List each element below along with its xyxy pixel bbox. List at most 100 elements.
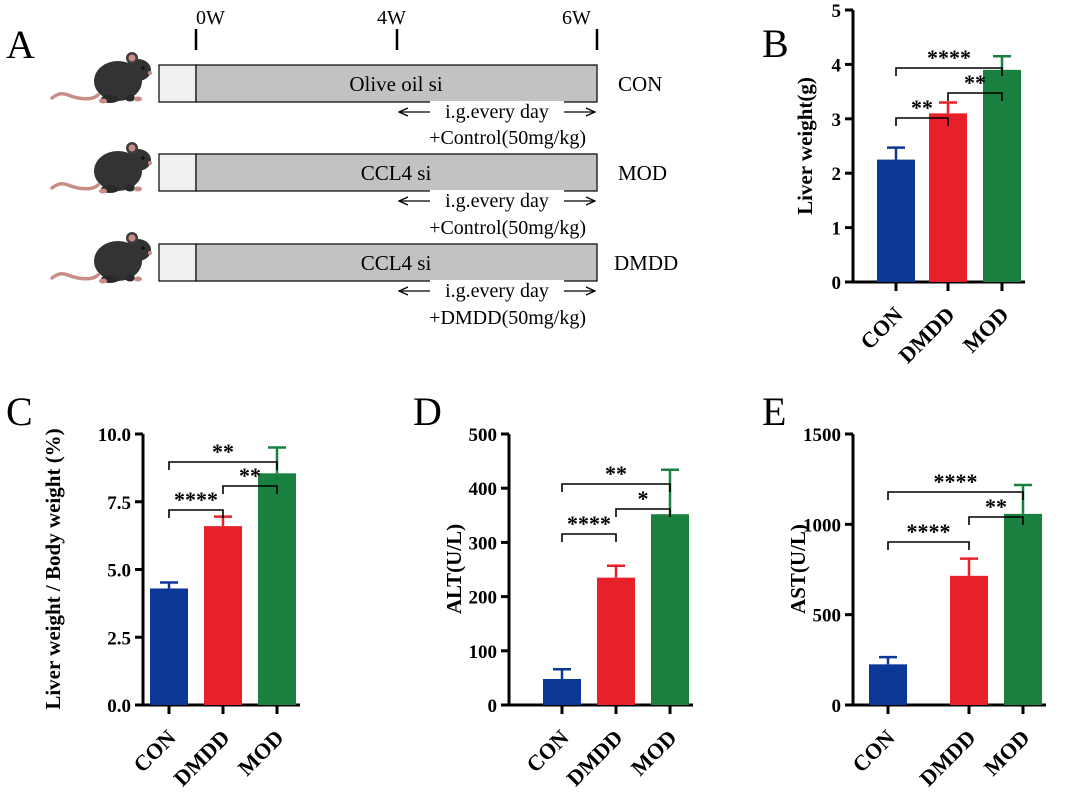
dosing-schedule: i.g.every day — [445, 101, 549, 123]
significance-label: **** — [907, 519, 951, 544]
significance-bracket: * — [615, 486, 671, 517]
bracket-line — [947, 92, 1003, 101]
bar-mod — [1004, 513, 1042, 705]
treatment-bar — [195, 153, 598, 192]
treatment-bar — [195, 243, 598, 282]
y-tick-label: 4 — [832, 55, 842, 76]
timepoint-4w: 4W — [377, 7, 406, 29]
category-label-dmdd: DMDD — [168, 725, 234, 791]
arrow-label-bg — [430, 190, 564, 212]
mouse-icon — [50, 140, 154, 196]
group-label: CON — [618, 72, 662, 96]
treatment-bar-label: CCL4 si — [361, 161, 432, 185]
y-tick-label: 100 — [469, 642, 498, 663]
bracket-line — [222, 485, 278, 494]
bracket-line — [615, 508, 671, 517]
significance-label: **** — [174, 487, 218, 512]
bar-dmdd — [929, 113, 967, 282]
treatment-bar — [195, 64, 598, 103]
panel-letter-d: D — [413, 389, 442, 434]
y-tick-label: 5.0 — [107, 561, 131, 582]
significance-bracket: **** — [887, 519, 970, 550]
timeline: 0W 4W 6W — [194, 7, 599, 50]
bar-mod — [983, 69, 1021, 282]
bracket-line — [561, 533, 617, 542]
significance-bracket: ** — [895, 95, 949, 126]
treatment-bar-label: CCL4 si — [361, 251, 432, 275]
significance-bracket: ** — [561, 461, 671, 492]
group-row-dmdd: CCL4 si DMDD i.g.every day +DMDD(50mg/kg… — [50, 230, 678, 329]
significance-label: ** — [964, 70, 986, 95]
mouse-icon — [50, 230, 154, 286]
y-tick-label: 2.5 — [107, 628, 131, 649]
bar-con — [877, 159, 915, 282]
y-tick-label: 1000 — [803, 515, 841, 536]
y-tick-label: 400 — [469, 479, 498, 500]
category-label-mod: MOD — [626, 725, 682, 781]
y-tick-label: 2 — [832, 164, 842, 185]
y-tick-label: 10.0 — [98, 425, 131, 446]
y-tick-label: 0 — [832, 273, 842, 294]
y-axis-label: ALT(U/L) — [442, 524, 466, 614]
acclimation-box — [158, 64, 197, 103]
significance-bracket: ** — [968, 494, 1024, 525]
dosing-compound: +Control(50mg/kg) — [429, 127, 586, 149]
bracket-line — [168, 509, 224, 518]
category-label-con: CON — [847, 725, 899, 777]
panel-letter-e: E — [762, 389, 786, 434]
panel-letter-c: C — [6, 389, 33, 434]
timepoint-6w: 6W — [562, 7, 591, 29]
bracket-line — [968, 516, 1024, 525]
treatment-bar-label: Olive oil si — [349, 72, 442, 96]
y-tick-label: 1 — [832, 219, 842, 240]
y-tick-label: 200 — [469, 588, 498, 609]
y-tick-label: 0 — [488, 696, 498, 717]
chart-d: D0100200300400500ALT(U/L)CONDMDDMOD*****… — [413, 389, 693, 791]
y-axis-label: Liver weight(g) — [793, 77, 817, 215]
y-tick-label: 0 — [832, 696, 842, 717]
dosing-compound: +DMDD(50mg/kg) — [429, 307, 586, 329]
y-axis-label: AST(U/L) — [786, 524, 810, 614]
y-tick-label: 0.0 — [107, 696, 131, 717]
significance-bracket: ** — [168, 439, 278, 470]
acclimation-box — [158, 243, 197, 282]
significance-label: * — [638, 486, 649, 511]
dosing-compound: +Control(50mg/kg) — [429, 217, 586, 239]
category-label-mod: MOD — [958, 302, 1014, 358]
y-tick-label: 500 — [469, 425, 498, 446]
bar-mod — [258, 473, 296, 705]
significance-bracket: ** — [222, 463, 278, 494]
bracket-line — [895, 67, 1003, 76]
category-label-dmdd: DMDD — [893, 302, 959, 368]
panel-letter-a: A — [6, 22, 35, 67]
significance-label: ** — [212, 439, 234, 464]
arrow-label-bg — [430, 280, 564, 302]
panel-a: A 0W 4W 6W Olive oil si CON i.g.every da… — [6, 7, 678, 329]
group-row-mod: CCL4 si MOD i.g.every day +Control(50mg/… — [50, 140, 667, 239]
category-label-mod: MOD — [233, 725, 289, 781]
significance-label: ** — [239, 463, 261, 488]
bar-con — [150, 588, 188, 705]
mouse-icon — [50, 50, 154, 106]
dosing-schedule: i.g.every day — [445, 190, 549, 212]
timepoint-0w: 0W — [196, 7, 225, 29]
bar-dmdd — [597, 577, 635, 705]
y-tick-label: 7.5 — [107, 493, 131, 514]
bracket-line — [887, 541, 970, 550]
group-label: DMDD — [614, 251, 678, 275]
group-row-con: Olive oil si CON i.g.every day +Control(… — [50, 50, 662, 149]
significance-label: **** — [567, 511, 611, 536]
significance-label: ** — [605, 461, 627, 486]
chart-c: C 0.0 2.5 5.0 7.5 10.0 Liver weight / Body wei… — [6, 389, 300, 791]
category-label-dmdd: DMDD — [561, 725, 627, 791]
y-tick-label: 300 — [469, 533, 498, 554]
significance-label: ** — [911, 95, 933, 120]
bar-con — [543, 678, 581, 705]
significance-bracket: **** — [561, 511, 617, 542]
y-tick-label: 5 — [832, 1, 842, 22]
bar-dmdd — [950, 575, 988, 705]
